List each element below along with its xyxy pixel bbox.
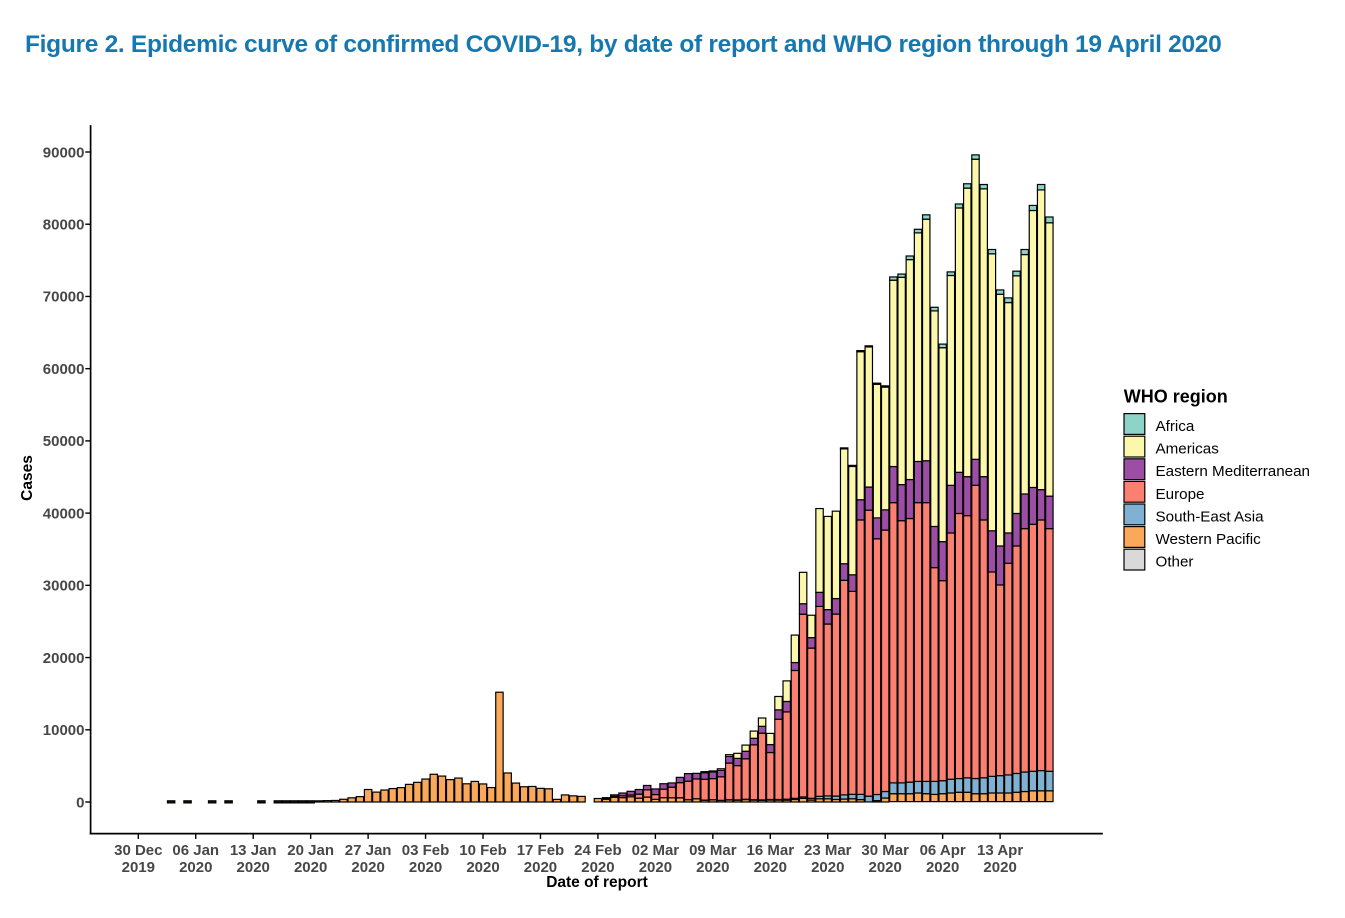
- svg-text:WHO region: WHO region: [1124, 387, 1228, 407]
- svg-text:2020: 2020: [983, 859, 1016, 876]
- svg-text:23 Mar: 23 Mar: [804, 842, 852, 859]
- svg-text:2020: 2020: [179, 859, 212, 876]
- svg-text:06 Jan: 06 Jan: [172, 842, 219, 859]
- svg-text:30 Dec: 30 Dec: [114, 842, 162, 859]
- svg-text:09 Mar: 09 Mar: [689, 842, 737, 859]
- svg-text:2020: 2020: [237, 859, 270, 876]
- svg-text:13 Jan: 13 Jan: [230, 842, 277, 859]
- svg-text:2020: 2020: [754, 859, 787, 876]
- svg-text:2020: 2020: [466, 859, 499, 876]
- svg-text:2019: 2019: [122, 859, 155, 876]
- svg-text:80000: 80000: [43, 217, 85, 234]
- svg-text:30000: 30000: [43, 578, 85, 595]
- svg-text:2020: 2020: [639, 859, 672, 876]
- svg-text:2020: 2020: [409, 859, 442, 876]
- svg-text:Europe: Europe: [1156, 486, 1205, 503]
- svg-text:50000: 50000: [43, 433, 85, 450]
- svg-text:0: 0: [76, 794, 84, 811]
- svg-text:60000: 60000: [43, 361, 85, 378]
- svg-text:10000: 10000: [43, 722, 85, 739]
- svg-text:Date of report: Date of report: [546, 874, 648, 891]
- svg-text:13 Apr: 13 Apr: [977, 842, 1023, 859]
- svg-text:2020: 2020: [811, 859, 844, 876]
- svg-text:16 Mar: 16 Mar: [747, 842, 795, 859]
- svg-text:2020: 2020: [351, 859, 384, 876]
- svg-text:Africa: Africa: [1156, 418, 1195, 435]
- svg-text:Eastern Mediterranean: Eastern Mediterranean: [1156, 463, 1311, 480]
- svg-text:30 Mar: 30 Mar: [861, 842, 909, 859]
- svg-text:20 Jan: 20 Jan: [287, 842, 334, 859]
- svg-text:40000: 40000: [43, 505, 85, 522]
- svg-text:17 Feb: 17 Feb: [517, 842, 565, 859]
- svg-text:Western Pacific: Western Pacific: [1156, 531, 1262, 548]
- svg-text:24 Feb: 24 Feb: [574, 842, 622, 859]
- svg-text:Americas: Americas: [1156, 441, 1220, 458]
- svg-text:South-East Asia: South-East Asia: [1156, 508, 1265, 525]
- svg-text:Cases: Cases: [19, 455, 36, 501]
- svg-text:10 Feb: 10 Feb: [459, 842, 507, 859]
- svg-text:27 Jan: 27 Jan: [345, 842, 392, 859]
- svg-text:Other: Other: [1156, 554, 1194, 571]
- svg-text:03 Feb: 03 Feb: [402, 842, 450, 859]
- svg-text:2020: 2020: [524, 859, 557, 876]
- svg-text:2020: 2020: [696, 859, 729, 876]
- svg-text:90000: 90000: [43, 144, 85, 161]
- svg-text:06 Apr: 06 Apr: [920, 842, 966, 859]
- svg-text:2020: 2020: [869, 859, 902, 876]
- svg-text:2020: 2020: [926, 859, 959, 876]
- svg-text:2020: 2020: [294, 859, 327, 876]
- svg-text:70000: 70000: [43, 289, 85, 306]
- svg-text:2020: 2020: [581, 859, 614, 876]
- svg-text:02 Mar: 02 Mar: [632, 842, 680, 859]
- svg-text:20000: 20000: [43, 650, 85, 667]
